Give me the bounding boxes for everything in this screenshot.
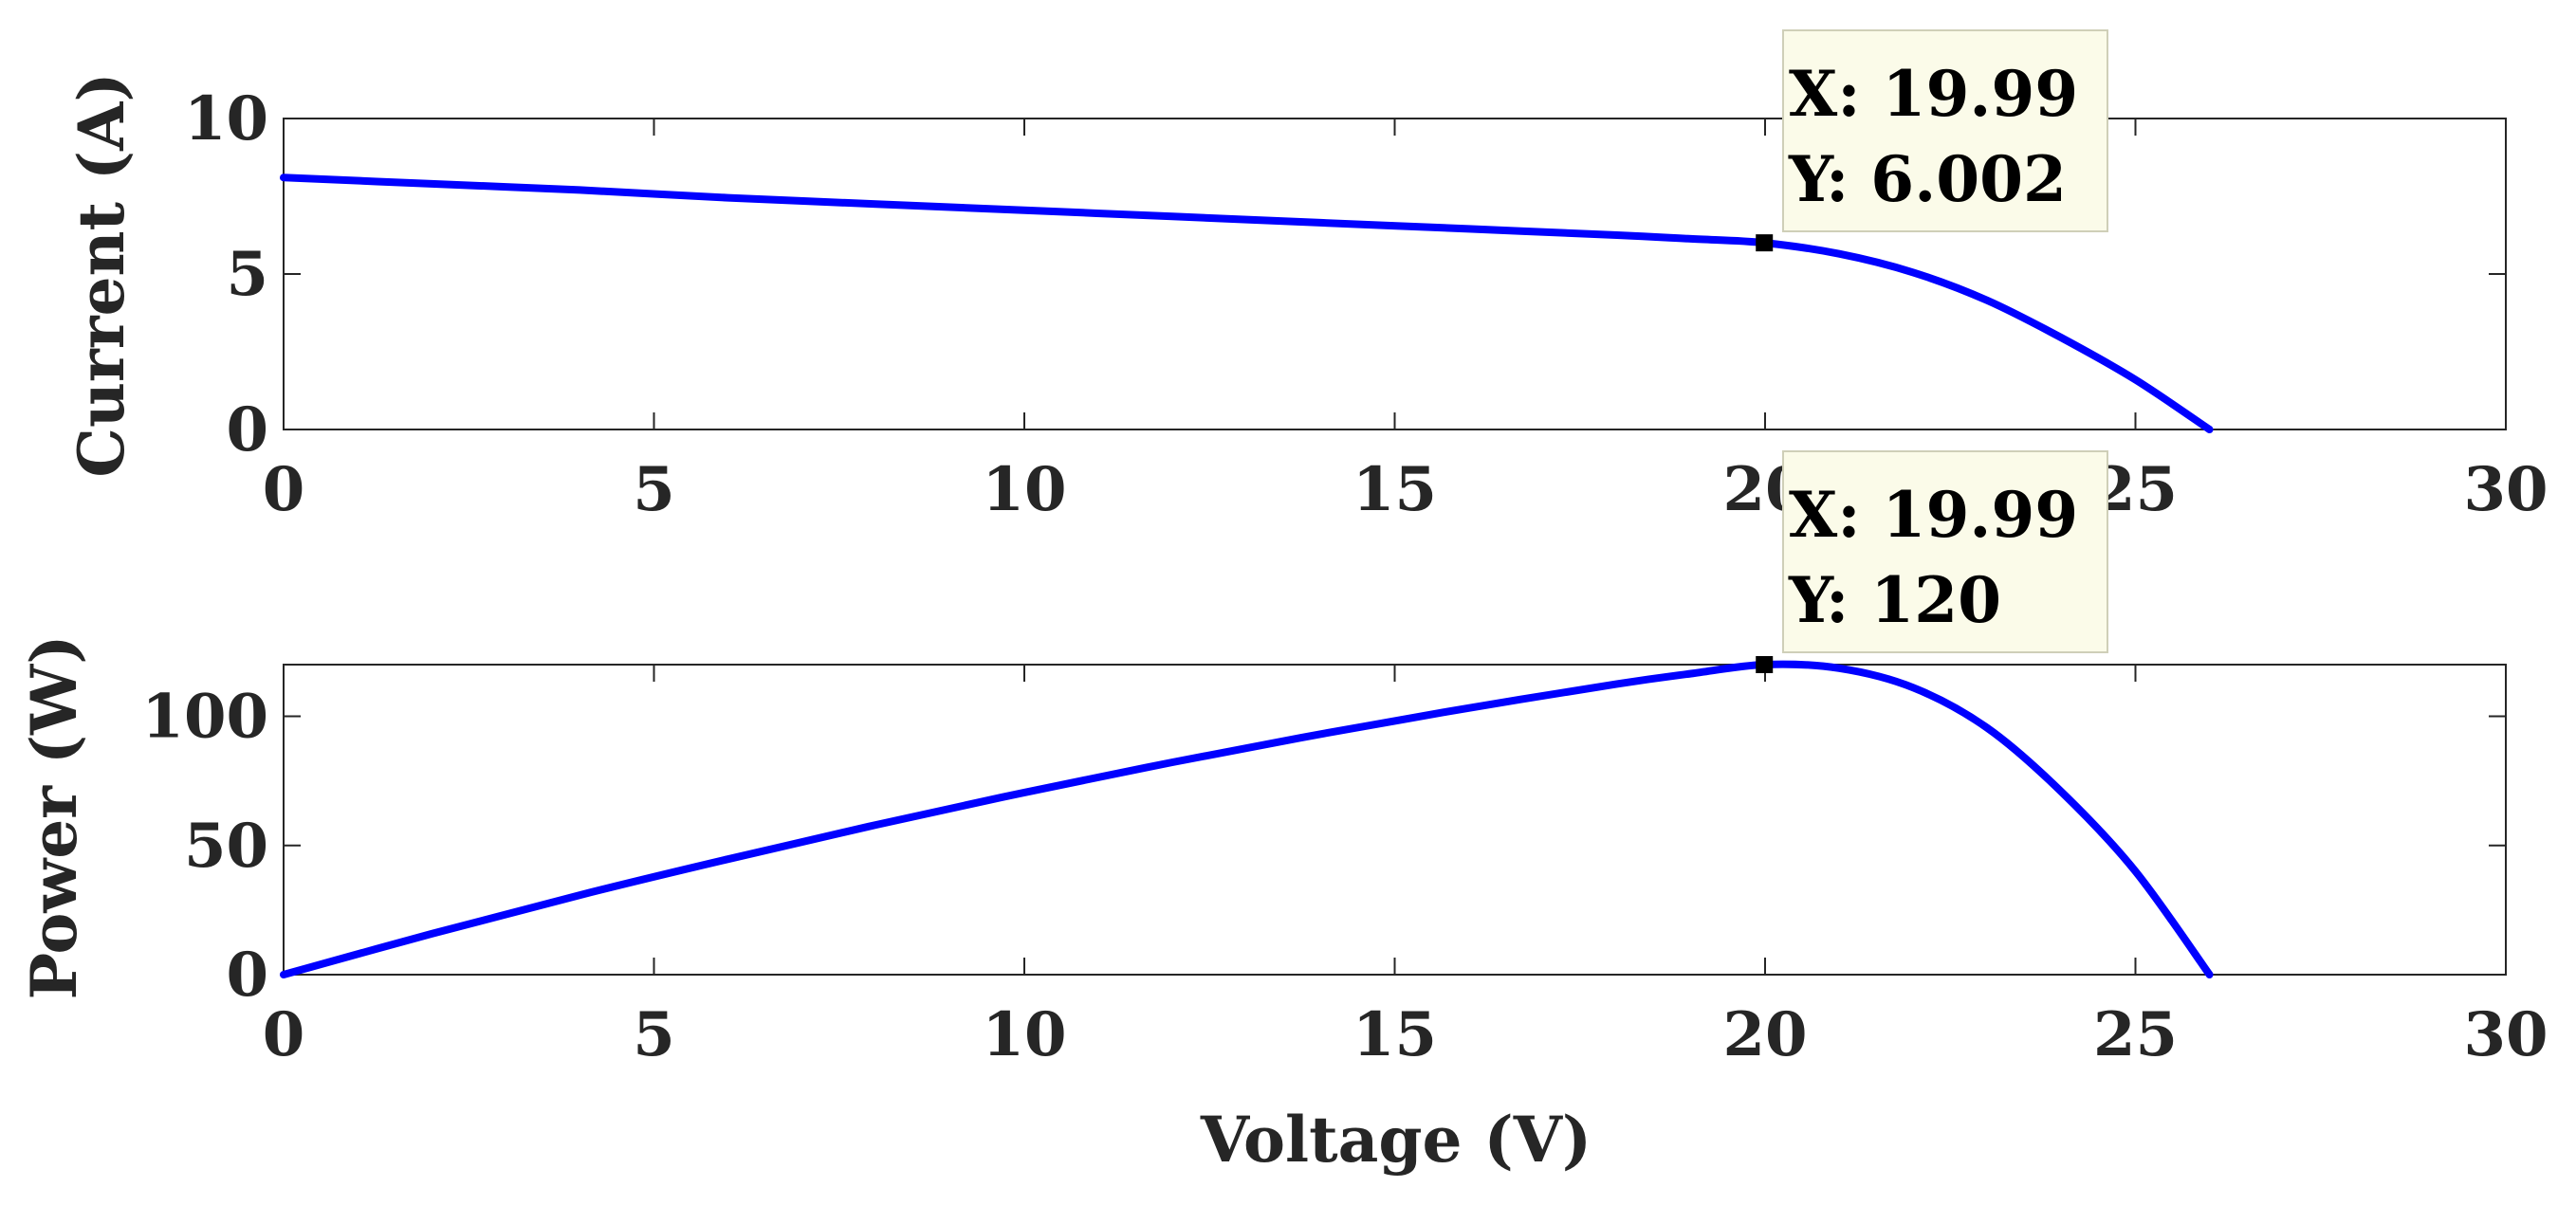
current-y-tick-label: 5	[226, 239, 268, 310]
power-series-line	[280, 660, 2214, 978]
power-datatip-y: Y: 120	[1788, 563, 2001, 637]
power-y-tick-label: 50	[184, 811, 268, 882]
current-y-tick-label: 10	[184, 83, 268, 155]
current-x-tick-label: 0	[263, 454, 305, 525]
power-x-tick-label: 0	[263, 999, 305, 1070]
power-x-tick-label: 25	[2093, 999, 2178, 1070]
current-datatip-x: X: 19.99	[1789, 57, 2078, 131]
current-x-tick-label: 15	[1352, 454, 1437, 525]
current-datatip-marker	[1756, 234, 1774, 252]
current-datatip-box	[1782, 29, 2108, 232]
power-y-tick-label: 100	[141, 682, 268, 753]
current-y-axis-label: Current (A)	[64, 72, 138, 477]
current-y-tick-label: 0	[226, 394, 268, 466]
current-series-line	[280, 174, 2214, 433]
power-x-tick-label: 30	[2463, 999, 2548, 1070]
power-y-axis-label: Power (W)	[17, 634, 91, 999]
power-x-tick-label: 20	[1722, 999, 1807, 1070]
power-datatip-x: X: 19.99	[1789, 478, 2078, 552]
power-x-tick-label: 5	[633, 999, 675, 1070]
power-axes-box	[283, 664, 2507, 976]
current-x-tick-label: 10	[982, 454, 1066, 525]
power-x-tick-label: 15	[1352, 999, 1437, 1070]
power-x-tick-label: 10	[982, 999, 1066, 1070]
power-datatip-marker	[1756, 656, 1774, 673]
current-datatip-y: Y: 6.002	[1788, 142, 2067, 216]
voltage-x-axis-label: Voltage (V)	[1200, 1103, 1592, 1177]
current-x-tick-label: 5	[633, 454, 675, 525]
current-axes-box	[283, 118, 2507, 430]
power-datatip-box	[1782, 450, 2108, 653]
power-y-tick-label: 0	[226, 940, 268, 1011]
current-x-tick-label: 30	[2463, 454, 2548, 525]
